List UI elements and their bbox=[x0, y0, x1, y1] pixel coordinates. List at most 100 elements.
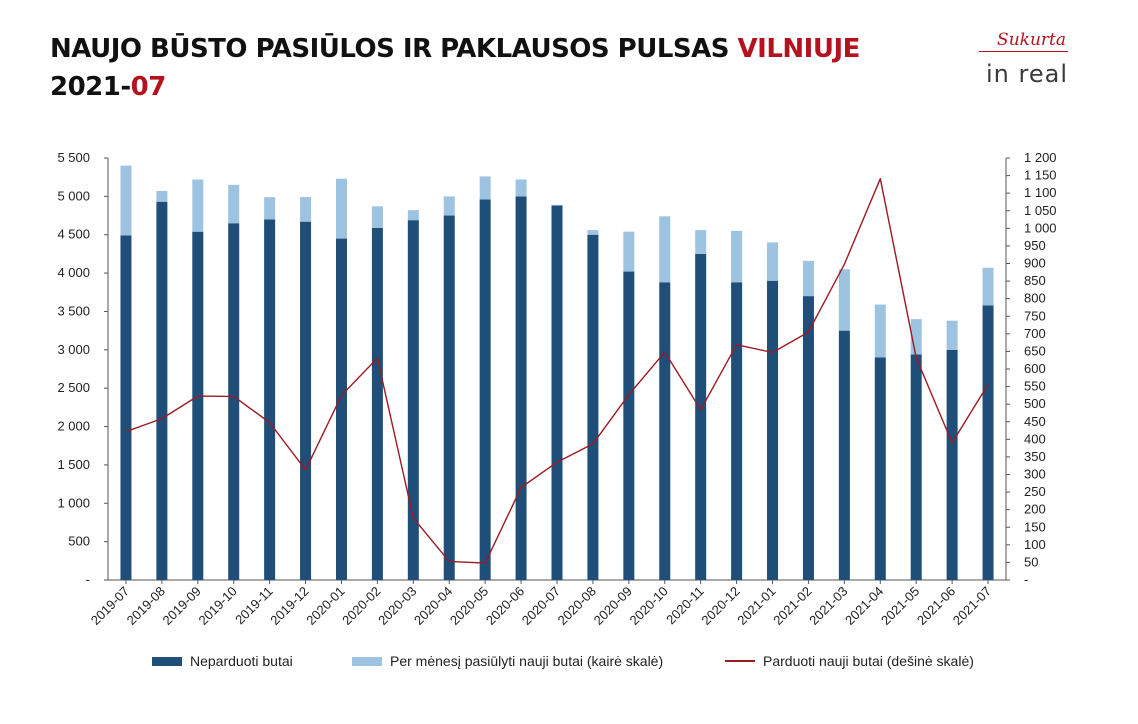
bar-offered bbox=[228, 184, 240, 224]
bar-offered bbox=[300, 197, 312, 222]
bar-offered bbox=[874, 304, 886, 358]
bar-unsold bbox=[731, 282, 743, 580]
x-tick-label: 2020-05 bbox=[447, 584, 491, 628]
bar-unsold bbox=[551, 205, 563, 580]
y-right-tick-label: 1 050 bbox=[1024, 203, 1057, 218]
legend-item-offered: Per mėnesį pasiūlyti nauji butai (kairė … bbox=[352, 653, 663, 669]
y-right-tick-label: 550 bbox=[1024, 379, 1046, 394]
bar-offered bbox=[264, 197, 276, 220]
x-tick-label: 2019-10 bbox=[195, 584, 239, 628]
y-right-tick-label: 800 bbox=[1024, 291, 1046, 306]
legend-item-sold: Parduoti nauji butai (dešinė skalė) bbox=[725, 653, 974, 669]
x-tick-label: 2020-11 bbox=[663, 584, 707, 628]
y-right-tick-label: 750 bbox=[1024, 308, 1046, 323]
y-left-tick-label: 2 500 bbox=[57, 380, 90, 395]
bar-unsold bbox=[802, 296, 814, 580]
bar-unsold bbox=[300, 221, 312, 580]
title-block: NAUJO BŪSTO PASIŪLOS IR PAKLAUSOS PULSAS… bbox=[50, 30, 860, 106]
bar-unsold bbox=[443, 215, 455, 580]
y-left-tick-label: 500 bbox=[68, 534, 90, 549]
y-right-tick-label: 1 100 bbox=[1024, 185, 1057, 200]
bar-unsold bbox=[910, 354, 922, 580]
y-left-tick-label: 4 500 bbox=[57, 227, 90, 242]
y-left-tick-label: 4 000 bbox=[57, 265, 90, 280]
brand-block: Sukurta in real bbox=[979, 30, 1068, 88]
legend-label-offered: Per mėnesį pasiūlyti nauji butai (kairė … bbox=[390, 653, 664, 669]
y-right-tick-label: 500 bbox=[1024, 396, 1046, 411]
bar-unsold bbox=[587, 234, 599, 580]
bar-unsold bbox=[515, 196, 527, 580]
y-right-tick-label: 100 bbox=[1024, 537, 1046, 552]
x-tick-label: 2021-05 bbox=[878, 584, 922, 628]
bar-offered bbox=[120, 165, 132, 236]
legend-item-unsold: Neparduoti butai bbox=[152, 653, 293, 669]
title-main: NAUJO BŪSTO PASIŪLOS IR PAKLAUSOS PULSAS bbox=[50, 34, 738, 64]
bar-offered bbox=[587, 230, 599, 235]
y-right-tick-label: 1 000 bbox=[1024, 220, 1057, 235]
y-right-tick-label: 600 bbox=[1024, 361, 1046, 376]
y-left-tick-label: 2 000 bbox=[57, 419, 90, 434]
y-right-tick-label: 650 bbox=[1024, 343, 1046, 358]
bar-offered bbox=[551, 204, 563, 206]
bar-offered bbox=[695, 230, 707, 254]
y-right-tick-label: 300 bbox=[1024, 467, 1046, 482]
y-right-tick-label: 950 bbox=[1024, 238, 1046, 253]
y-right-tick-label: 450 bbox=[1024, 414, 1046, 429]
bar-offered bbox=[802, 260, 814, 297]
y-right-tick-label: 900 bbox=[1024, 256, 1046, 271]
x-tick-label: 2020-01 bbox=[303, 584, 347, 628]
bar-offered bbox=[623, 231, 635, 272]
period-main: 2021- bbox=[50, 72, 131, 102]
legend-swatch-sold bbox=[725, 660, 755, 662]
bar-unsold bbox=[874, 357, 886, 580]
bar-offered bbox=[838, 269, 850, 331]
y-left-tick-label: 1 500 bbox=[57, 457, 90, 472]
x-tick-label: 2020-08 bbox=[555, 584, 599, 628]
chart-title: NAUJO BŪSTO PASIŪLOS IR PAKLAUSOS PULSAS… bbox=[50, 30, 860, 68]
bar-offered bbox=[443, 196, 455, 216]
bar-unsold bbox=[982, 305, 994, 580]
y-right-tick-label: - bbox=[1024, 572, 1028, 587]
brand-sukurta: Sukurta bbox=[979, 30, 1068, 52]
bar-unsold bbox=[623, 271, 635, 580]
chart-legend: Neparduoti butai Per mėnesį pasiūlyti na… bbox=[0, 653, 1138, 673]
x-tick-label: 2019-09 bbox=[160, 584, 204, 628]
bar-offered bbox=[192, 179, 204, 232]
y-left-tick-label: - bbox=[86, 572, 90, 587]
bar-offered bbox=[731, 230, 743, 283]
y-left-tick-label: 5 500 bbox=[57, 150, 90, 165]
title-accent: VILNIUJE bbox=[737, 34, 861, 64]
inreal-logo: in real bbox=[986, 60, 1068, 88]
bar-unsold bbox=[767, 280, 779, 580]
x-tick-label: 2020-07 bbox=[519, 584, 563, 628]
bar-unsold bbox=[192, 231, 204, 580]
y-right-tick-label: 1 200 bbox=[1024, 150, 1057, 165]
x-tick-label: 2021-02 bbox=[770, 584, 814, 628]
x-tick-label: 2021-01 bbox=[734, 584, 778, 628]
x-tick-label: 2021-06 bbox=[914, 584, 958, 628]
x-tick-label: 2020-10 bbox=[627, 584, 671, 628]
y-right-tick-label: 400 bbox=[1024, 431, 1046, 446]
y-left-tick-label: 5 000 bbox=[57, 188, 90, 203]
x-tick-label: 2020-04 bbox=[411, 584, 455, 628]
x-tick-label: 2019-08 bbox=[124, 584, 168, 628]
bar-offered bbox=[767, 242, 779, 281]
bar-offered bbox=[659, 216, 671, 283]
bar-unsold bbox=[659, 282, 671, 580]
legend-swatch-offered bbox=[352, 656, 382, 666]
bar-unsold bbox=[407, 220, 419, 580]
bar-unsold bbox=[228, 223, 240, 580]
bar-offered bbox=[946, 320, 958, 350]
bar-unsold bbox=[335, 238, 347, 580]
y-right-tick-label: 1 150 bbox=[1024, 168, 1057, 183]
line-sold bbox=[125, 177, 989, 564]
y-left-tick-label: 3 000 bbox=[57, 342, 90, 357]
bar-offered bbox=[407, 210, 419, 221]
x-tick-label: 2019-11 bbox=[232, 584, 276, 628]
x-tick-label: 2020-12 bbox=[698, 584, 742, 628]
bar-unsold bbox=[371, 227, 383, 580]
x-tick-label: 2020-03 bbox=[375, 584, 419, 628]
y-right-tick-label: 350 bbox=[1024, 449, 1046, 464]
y-right-tick-label: 150 bbox=[1024, 519, 1046, 534]
